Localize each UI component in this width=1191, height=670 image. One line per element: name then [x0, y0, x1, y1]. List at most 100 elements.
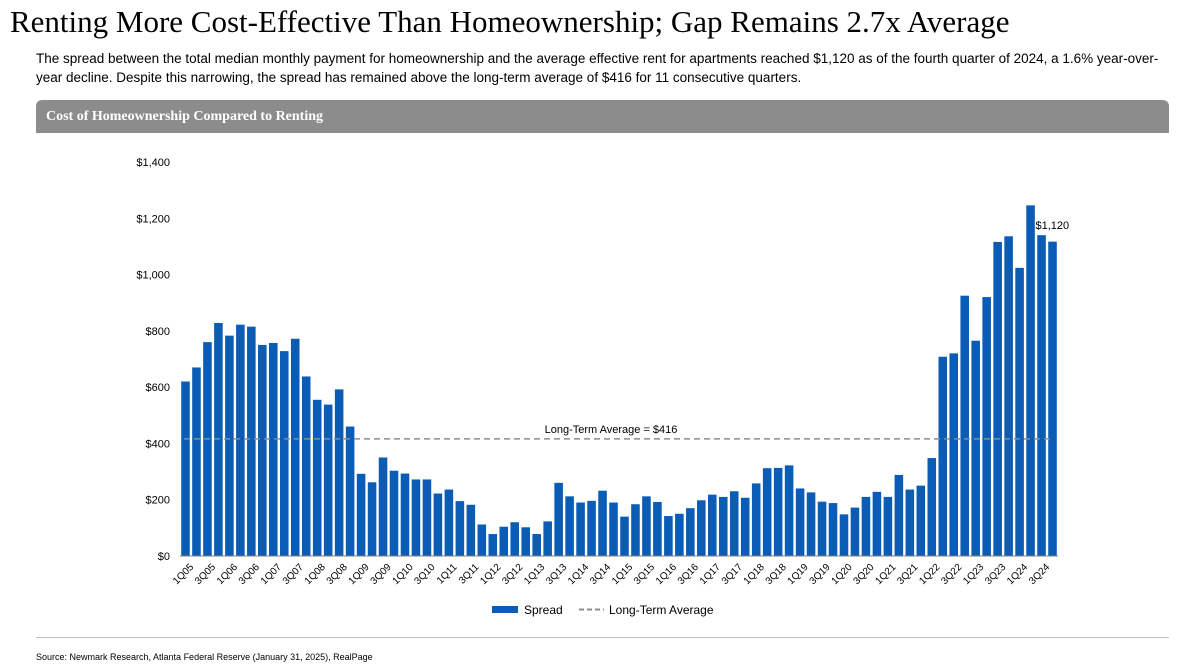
y-tick-label: $800 — [146, 326, 170, 338]
y-tick-label: $0 — [158, 551, 170, 563]
y-tick-label: $1,000 — [136, 270, 170, 282]
x-tick-label: 3Q21 — [895, 562, 920, 587]
bar-1Q21 — [883, 496, 893, 556]
page-subtitle: The spread between the total median mont… — [36, 51, 1159, 85]
bar-4Q16 — [697, 500, 706, 556]
bar-2Q11 — [455, 501, 465, 556]
x-tick-label: 1Q13 — [522, 562, 547, 587]
x-tick-label: 1Q14 — [566, 562, 591, 587]
bar-3Q08 — [334, 389, 344, 556]
x-tick-label: 1Q08 — [303, 562, 328, 587]
x-tick-label: 3Q15 — [632, 562, 657, 587]
bar-2Q12 — [499, 526, 509, 556]
x-tick-label: 1Q06 — [215, 562, 240, 587]
chart-panel-title: Cost of Homeownership Compared to Rentin… — [46, 109, 324, 124]
bar-1Q12 — [488, 534, 498, 556]
bar-1Q05 — [181, 381, 190, 556]
y-tick-label: $400 — [146, 438, 170, 450]
x-tick-label: 3Q08 — [325, 562, 350, 587]
bar-3Q19 — [817, 501, 827, 556]
bar-1Q11 — [444, 489, 454, 556]
x-tick-label: 3Q12 — [500, 562, 525, 587]
footer-divider — [36, 637, 1169, 638]
x-tick-label: 3Q18 — [764, 562, 789, 587]
chart-panel-header: Cost of Homeownership Compared to Rentin… — [36, 100, 1169, 133]
bar-2Q19 — [806, 492, 816, 556]
bar-2Q14 — [587, 500, 596, 556]
x-tick-label: 3Q10 — [413, 562, 438, 587]
last-value-annotation: $1,120 — [1036, 220, 1070, 232]
bar-3Q13 — [554, 482, 563, 556]
x-tick-label: 1Q16 — [654, 562, 679, 587]
bar-1Q16 — [664, 516, 673, 556]
x-tick-label: 1Q18 — [742, 562, 767, 587]
bar-4Q06 — [258, 344, 267, 556]
x-tick-label: 1Q11 — [435, 562, 460, 587]
bar-3Q20 — [861, 496, 871, 556]
x-axis: 1Q053Q051Q063Q061Q073Q071Q083Q081Q093Q09… — [171, 562, 1052, 587]
bar-4Q20 — [872, 491, 882, 556]
bar-1Q13 — [532, 534, 541, 556]
x-tick-label: 3Q16 — [676, 562, 701, 587]
bar-3Q11 — [466, 504, 476, 556]
bar-3Q10 — [422, 479, 432, 556]
y-tick-label: $1,200 — [136, 213, 170, 225]
legend-swatch-spread — [492, 606, 518, 613]
bar-1Q15 — [620, 516, 629, 556]
x-tick-label: 1Q22 — [917, 562, 942, 587]
bar-2Q16 — [675, 513, 684, 556]
bar-1Q22 — [927, 458, 937, 556]
bar-2Q17 — [718, 496, 728, 556]
x-tick-label: 1Q20 — [830, 562, 855, 587]
bar-4Q14 — [609, 502, 618, 556]
x-tick-label: 3Q06 — [237, 562, 262, 587]
bar-2Q06 — [236, 324, 245, 556]
x-tick-label: 3Q11 — [457, 562, 482, 587]
bar-2Q08 — [323, 404, 333, 556]
bar-1Q17 — [708, 494, 717, 556]
bar-1Q24 — [1015, 267, 1024, 556]
y-tick-label: $200 — [146, 495, 170, 507]
bar-3Q05 — [203, 342, 212, 556]
x-tick-label: 1Q24 — [1005, 562, 1030, 587]
bar-2Q20 — [850, 507, 860, 556]
bar-2Q15 — [631, 504, 640, 556]
bar-2Q22 — [938, 356, 948, 556]
bar-3Q18 — [773, 467, 783, 556]
bar-2Q18 — [762, 468, 772, 556]
bar-2Q13 — [543, 521, 552, 556]
bar-1Q08 — [312, 399, 322, 556]
x-tick-label: 3Q22 — [939, 562, 964, 587]
x-tick-label: 3Q23 — [983, 562, 1008, 587]
bar-4Q19 — [828, 503, 838, 556]
bar-1Q18 — [751, 483, 761, 556]
bar-4Q21 — [916, 485, 926, 556]
bar-1Q19 — [795, 488, 805, 556]
bar-4Q12 — [521, 527, 530, 556]
bar-1Q06 — [225, 335, 234, 556]
bar-1Q10 — [400, 473, 410, 556]
bar-2Q21 — [894, 474, 904, 556]
bar-1Q07 — [269, 342, 278, 556]
bar-4Q22 — [960, 295, 969, 556]
x-tick-label: 1Q21 — [873, 562, 898, 587]
spread-bar-chart: $0 $200 $400 $600 $800 $1,000 $1,200 $1,400 Lon… — [136, 157, 1070, 617]
bar-4Q24 — [1048, 241, 1057, 556]
bar-4Q11 — [477, 524, 487, 556]
bar-1Q14 — [576, 502, 585, 556]
source-note: Source: Newmark Research, Atlanta Federa… — [36, 652, 373, 662]
bar-3Q12 — [510, 522, 520, 556]
bar-4Q17 — [740, 497, 750, 556]
x-tick-label: 3Q07 — [281, 562, 306, 587]
legend-label-average: Long-Term Average — [609, 603, 714, 617]
y-tick-label: $1,400 — [136, 157, 170, 169]
chart-legend: Spread Long-Term Average — [492, 603, 714, 617]
bar-4Q18 — [784, 465, 794, 556]
page-title: Renting More Cost-Effective Than Homeown… — [10, 4, 1010, 39]
x-tick-label: 3Q13 — [544, 562, 569, 587]
bar-3Q06 — [247, 326, 256, 556]
bar-3Q24 — [1037, 235, 1046, 557]
long-term-average-annotation: Long-Term Average = $416 — [545, 424, 678, 436]
bar-1Q23 — [971, 340, 980, 556]
x-tick-label: 1Q07 — [259, 562, 284, 587]
